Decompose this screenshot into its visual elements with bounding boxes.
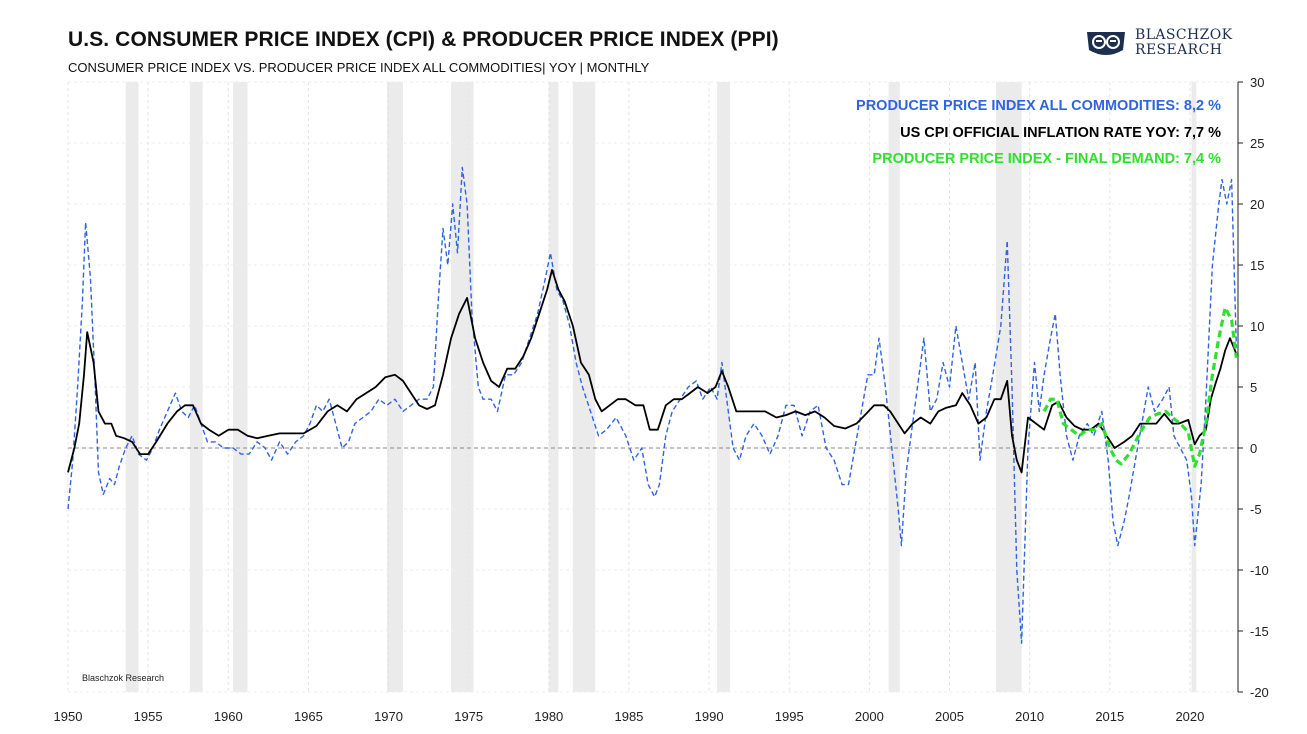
legend-item-ppi-all-commodities: PRODUCER PRICE INDEX ALL COMMODITIES: 8,…	[856, 98, 1221, 114]
brand-logo: BLASCHZOK RESEARCH	[1083, 26, 1243, 62]
lion-crest-icon	[1087, 32, 1125, 55]
brand-name: BLASCHZOK RESEARCH	[1135, 28, 1232, 58]
recession-band-2	[233, 82, 248, 692]
y-tick-label-30: 30	[1250, 75, 1264, 90]
x-tick-label-1970: 1970	[374, 709, 403, 724]
series-line-ppi-all-commodities	[67, 166, 1238, 644]
y-axis-ticks: -20 -15 -10 -5 0 5 10 15 20 25 30	[1238, 75, 1269, 700]
chart-title: U.S. CONSUMER PRICE INDEX (CPI) & PRODUC…	[68, 28, 779, 51]
x-tick-label-1990: 1990	[695, 709, 724, 724]
recession-band-4	[451, 82, 474, 692]
y-tick-label--15: -15	[1250, 624, 1269, 639]
x-tick-label-1960: 1960	[214, 709, 243, 724]
series-line-ppi-final-demand	[1042, 306, 1238, 468]
series-line-cpi	[67, 269, 1238, 474]
chart-subtitle: CONSUMER PRICE INDEX VS. PRODUCER PRICE …	[68, 60, 650, 75]
legend-item-cpi: US CPI OFFICIAL INFLATION RATE YOY: 7,7 …	[900, 124, 1221, 141]
y-tick-label--5: -5	[1250, 502, 1262, 517]
brand-line-1: BLASCHZOK	[1135, 27, 1233, 43]
x-tick-label-2000: 2000	[855, 709, 884, 724]
y-tick-label--20: -20	[1250, 685, 1269, 700]
x-tick-label-2020: 2020	[1175, 709, 1204, 724]
x-tick-label-2010: 2010	[1015, 709, 1044, 724]
series-lines	[67, 166, 1238, 644]
y-tick-label-15: 15	[1250, 258, 1264, 273]
recession-band-0	[125, 82, 139, 692]
y-tick-label-5: 5	[1250, 380, 1257, 395]
x-tick-label-1950: 1950	[54, 709, 83, 724]
y-tick-label-20: 20	[1250, 197, 1264, 212]
x-tick-label-1955: 1955	[134, 709, 163, 724]
recession-band-10	[1191, 82, 1197, 692]
brand-line-2: RESEARCH	[1135, 42, 1223, 58]
x-tick-label-2005: 2005	[935, 709, 964, 724]
source-credit: Blaschzok Research	[82, 673, 165, 683]
x-tick-label-1980: 1980	[534, 709, 563, 724]
x-tick-label-1965: 1965	[294, 709, 323, 724]
legend: PRODUCER PRICE INDEX ALL COMMODITIES: 8,…	[856, 93, 1221, 173]
recession-band-5	[548, 82, 559, 692]
x-tick-label-2015: 2015	[1095, 709, 1124, 724]
recession-band-8	[888, 82, 900, 692]
x-tick-label-1995: 1995	[775, 709, 804, 724]
y-tick-label-0: 0	[1250, 441, 1257, 456]
legend-item-ppi-final-demand: PRODUCER PRICE INDEX - FINAL DEMAND: 7,4…	[872, 151, 1221, 167]
x-tick-label-1985: 1985	[614, 709, 643, 724]
y-tick-label-25: 25	[1250, 136, 1264, 151]
x-axis-ticks: 1950 1955 1960 1965 1970 1975 1980 1985 1990 1995…	[54, 709, 1205, 724]
y-tick-label--10: -10	[1250, 563, 1269, 578]
y-tick-label-10: 10	[1250, 319, 1264, 334]
x-tick-label-1975: 1975	[454, 709, 483, 724]
